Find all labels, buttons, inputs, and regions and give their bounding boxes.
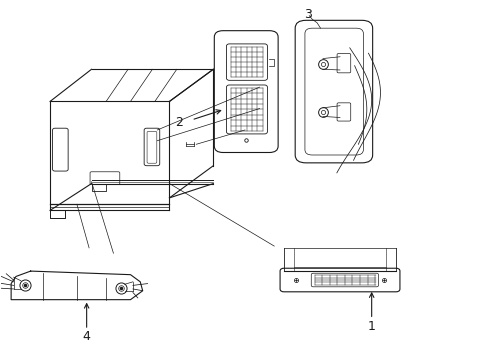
Text: 3: 3 [304, 8, 312, 21]
Text: 2: 2 [175, 116, 183, 129]
Text: 1: 1 [368, 320, 376, 333]
Text: 4: 4 [83, 330, 91, 343]
